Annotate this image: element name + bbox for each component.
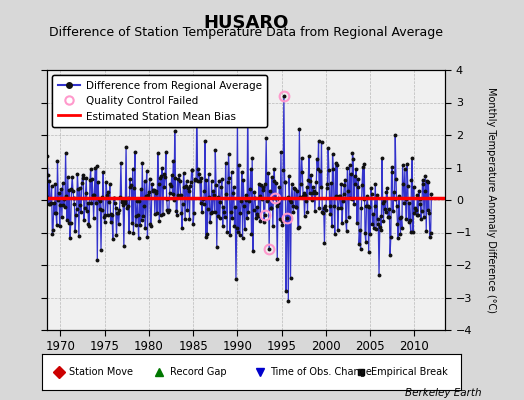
Text: Berkeley Earth: Berkeley Earth [406,388,482,398]
Text: Empirical Break: Empirical Break [371,367,447,377]
Text: Time of Obs. Change: Time of Obs. Change [270,367,372,377]
Y-axis label: Monthly Temperature Anomaly Difference (°C): Monthly Temperature Anomaly Difference (… [486,87,496,313]
Text: Station Move: Station Move [69,367,133,377]
Text: Record Gap: Record Gap [170,367,226,377]
Legend: Difference from Regional Average, Quality Control Failed, Estimated Station Mean: Difference from Regional Average, Qualit… [52,75,267,127]
Text: Difference of Station Temperature Data from Regional Average: Difference of Station Temperature Data f… [49,26,443,39]
Text: HUSARO: HUSARO [204,14,289,32]
